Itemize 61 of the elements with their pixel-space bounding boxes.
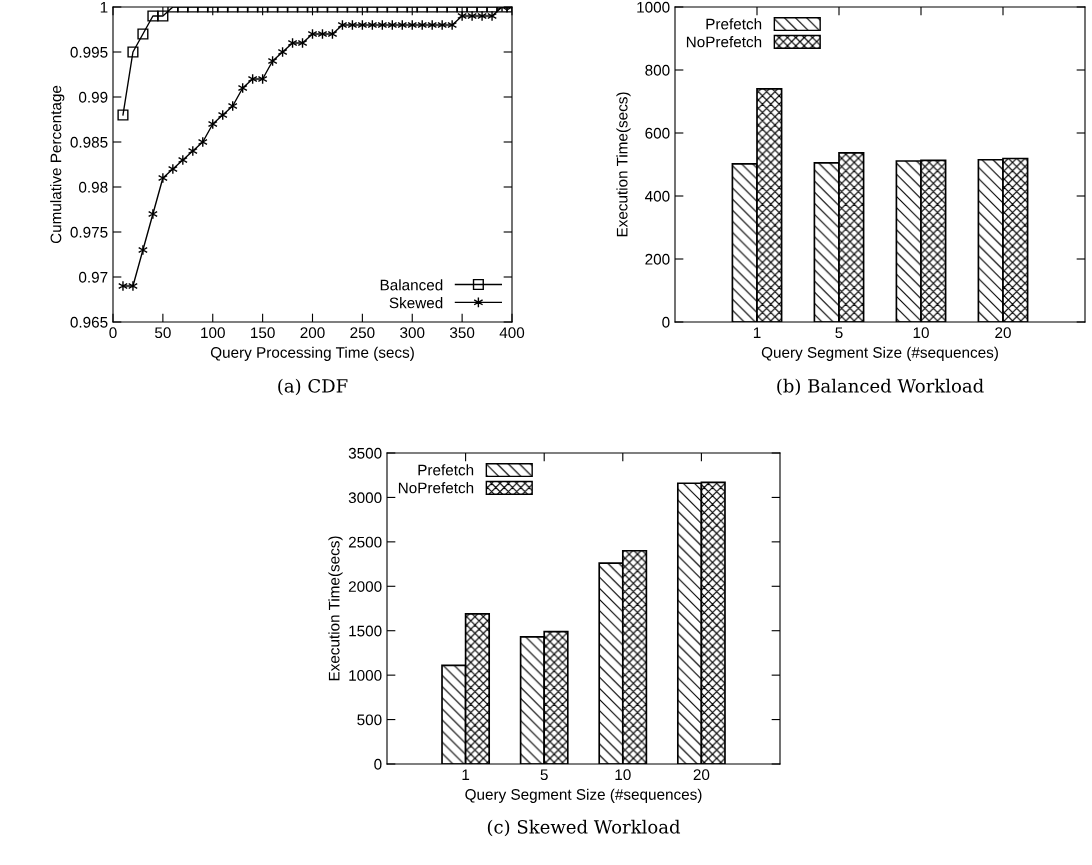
y-tick-label: 400 [645,190,670,202]
x-tick-label: 0 [109,327,117,339]
x-axis-title: Query Processing Time (secs) [210,346,414,361]
y-axis-title: Execution Time(secs) [616,92,631,237]
x-tick-label: 300 [400,327,425,339]
y-tick-label: 0.99 [79,91,108,103]
text: (a) CDF [278,378,348,396]
legend-label: Prefetch [706,18,762,30]
x-tick-label: 150 [251,327,275,339]
x-tick-label: 5 [835,327,843,339]
y-tick-label: 3000 [348,492,382,504]
y-tick-label: 500 [357,714,382,726]
y-tick-label: 3500 [348,447,382,459]
y-tick-label: 0.98 [79,181,108,193]
point [117,109,129,121]
x-axis-title: Query Segment Size (#sequences) [465,788,702,803]
y-tick-label: 1 [100,2,108,13]
y-tick-label: 2500 [348,536,382,548]
y-tick-label: 1500 [349,625,382,637]
legend-label: Prefetch [418,464,474,476]
point [177,154,188,166]
y-tick-label: 600 [645,127,670,139]
point [138,244,148,256]
point [147,208,158,220]
text: (b) Balanced Workload [777,378,984,396]
legend-label: NoPrefetch [398,482,474,494]
y-tick-label: 0 [374,758,382,770]
text: (c) Skewed Workload [487,819,681,837]
point [167,163,178,175]
point [157,172,168,184]
x-tick-label: 1 [753,327,761,338]
x-tick-label: 20 [995,327,1011,339]
x-tick-label: 10 [913,327,929,339]
x-tick-label: 100 [201,327,225,339]
y-tick-label: 0 [662,316,670,328]
x-tick-label: 1 [462,769,470,780]
y-tick-label: 0.97 [79,271,108,283]
x-tick-label: 5 [540,769,548,781]
y-tick-label: 1000 [637,1,670,13]
legend-label: NoPrefetch [686,36,762,48]
x-tick-label: 350 [449,327,475,339]
x-tick-label: 10 [615,769,631,781]
y-tick-label: 0.965 [70,316,108,328]
y-axis-title: Cumulative Percentage [50,85,65,244]
legend-label: Skewed [389,297,443,309]
x-tick-label: 200 [300,327,325,339]
y-tick-label: 0.995 [70,46,108,58]
y-tick-label: 0.985 [70,136,108,148]
x-tick-label: 250 [350,327,375,339]
y-tick-label: 0.975 [70,226,108,238]
y-tick-label: 200 [645,253,670,265]
x-axis-title: Query Segment Size (#sequences) [761,346,998,361]
x-tick-label: 20 [693,769,710,781]
x-tick-label: 400 [499,327,525,339]
point [127,46,139,58]
legend-label: Balanced [380,279,443,291]
y-tick-label: 2000 [348,581,382,592]
x-tick-label: 50 [154,327,171,339]
y-tick-label: 800 [645,64,670,76]
y-axis-title: Execution Time(secs) [328,536,343,681]
y-tick-label: 1000 [349,670,382,681]
